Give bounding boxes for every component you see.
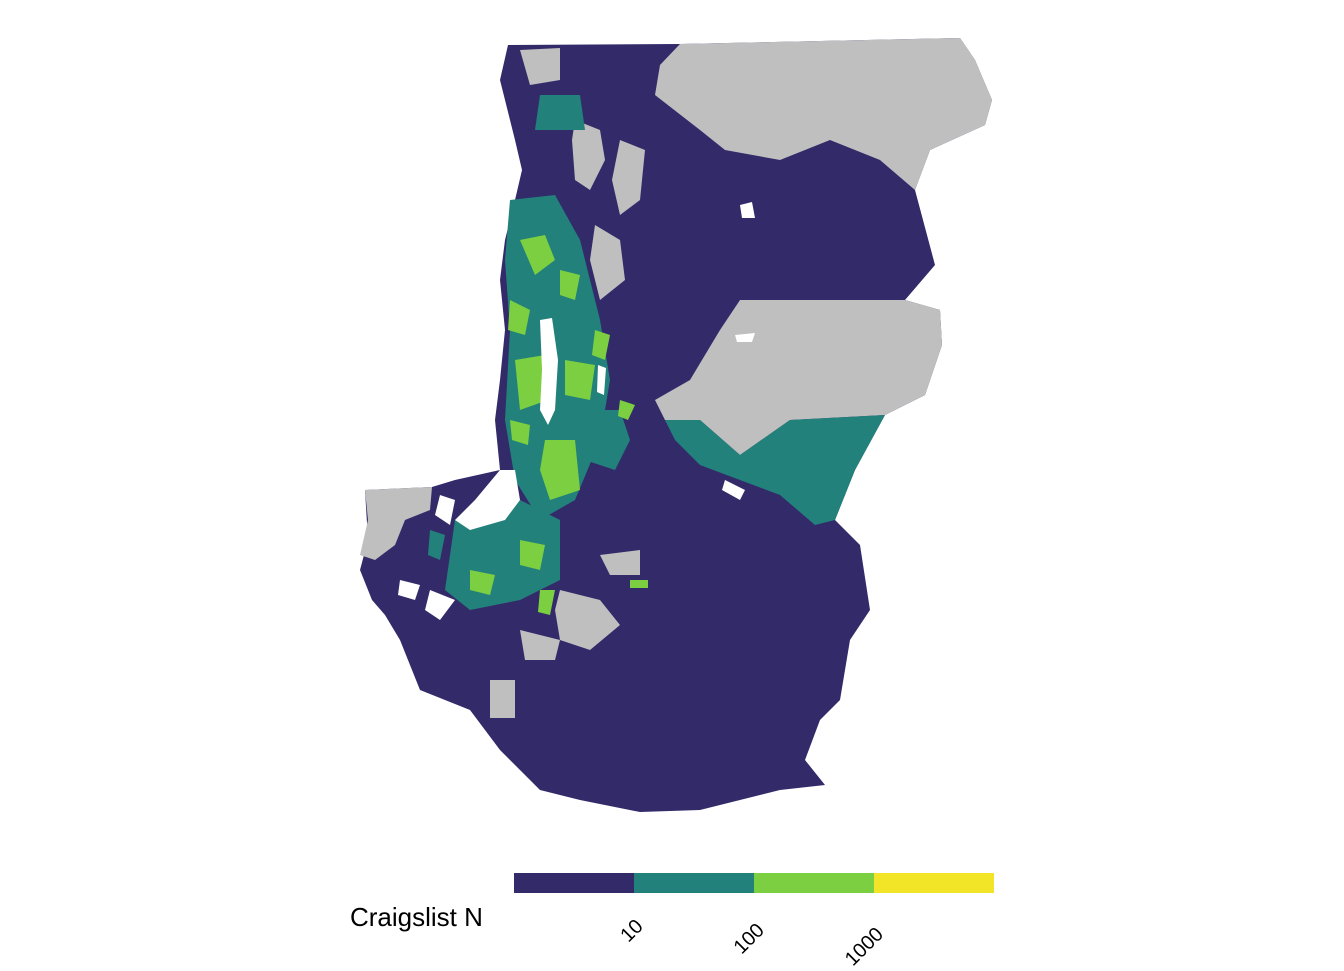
- high-9: [470, 570, 495, 595]
- no-data-west: [360, 487, 432, 560]
- no-data-south-1: [555, 590, 620, 650]
- legend-bin-3: [754, 873, 874, 893]
- no-data-south-3: [490, 680, 515, 718]
- lake-small-2: [735, 333, 755, 342]
- lake-small-1: [740, 202, 755, 218]
- high-2: [560, 270, 580, 300]
- high-count-areas: [470, 235, 648, 615]
- no-data-north-2: [612, 140, 645, 215]
- legend-colorbar: [514, 873, 994, 893]
- no-data-east: [655, 300, 942, 455]
- legend-bin-1: [514, 873, 634, 893]
- no-data-nw: [520, 48, 560, 85]
- no-data-south-2: [600, 550, 640, 575]
- legend-bin-2: [634, 873, 754, 893]
- high-11: [618, 400, 635, 420]
- mid-east-valley: [665, 415, 885, 525]
- no-data-south-4: [520, 630, 560, 660]
- high-7: [592, 330, 610, 360]
- sound-inlet-1: [435, 495, 455, 525]
- no-data-north-strip: [572, 120, 605, 190]
- high-10: [538, 590, 555, 615]
- mid-north: [535, 95, 585, 130]
- high-3: [508, 300, 530, 335]
- high-12: [630, 580, 648, 588]
- high-6: [540, 440, 580, 500]
- legend-title: Craigslist N: [350, 902, 483, 932]
- high-8: [520, 540, 545, 570]
- puget-sound: [455, 470, 520, 530]
- no-data-areas: [360, 38, 992, 718]
- high-4: [515, 355, 548, 410]
- high-13: [510, 420, 530, 445]
- lake-washington: [540, 318, 558, 425]
- no-data-northeast: [655, 38, 992, 190]
- high-5: [565, 360, 595, 400]
- mid-west-patch: [428, 530, 445, 560]
- water-bodies: [398, 202, 755, 620]
- sound-inlet-3: [425, 590, 455, 620]
- sound-inlet-2: [398, 580, 420, 600]
- high-1: [520, 235, 555, 275]
- lake-sammamish: [597, 365, 606, 395]
- reservoir-east: [722, 480, 745, 500]
- legend-bin-4: [874, 873, 994, 893]
- no-data-mid: [590, 225, 625, 300]
